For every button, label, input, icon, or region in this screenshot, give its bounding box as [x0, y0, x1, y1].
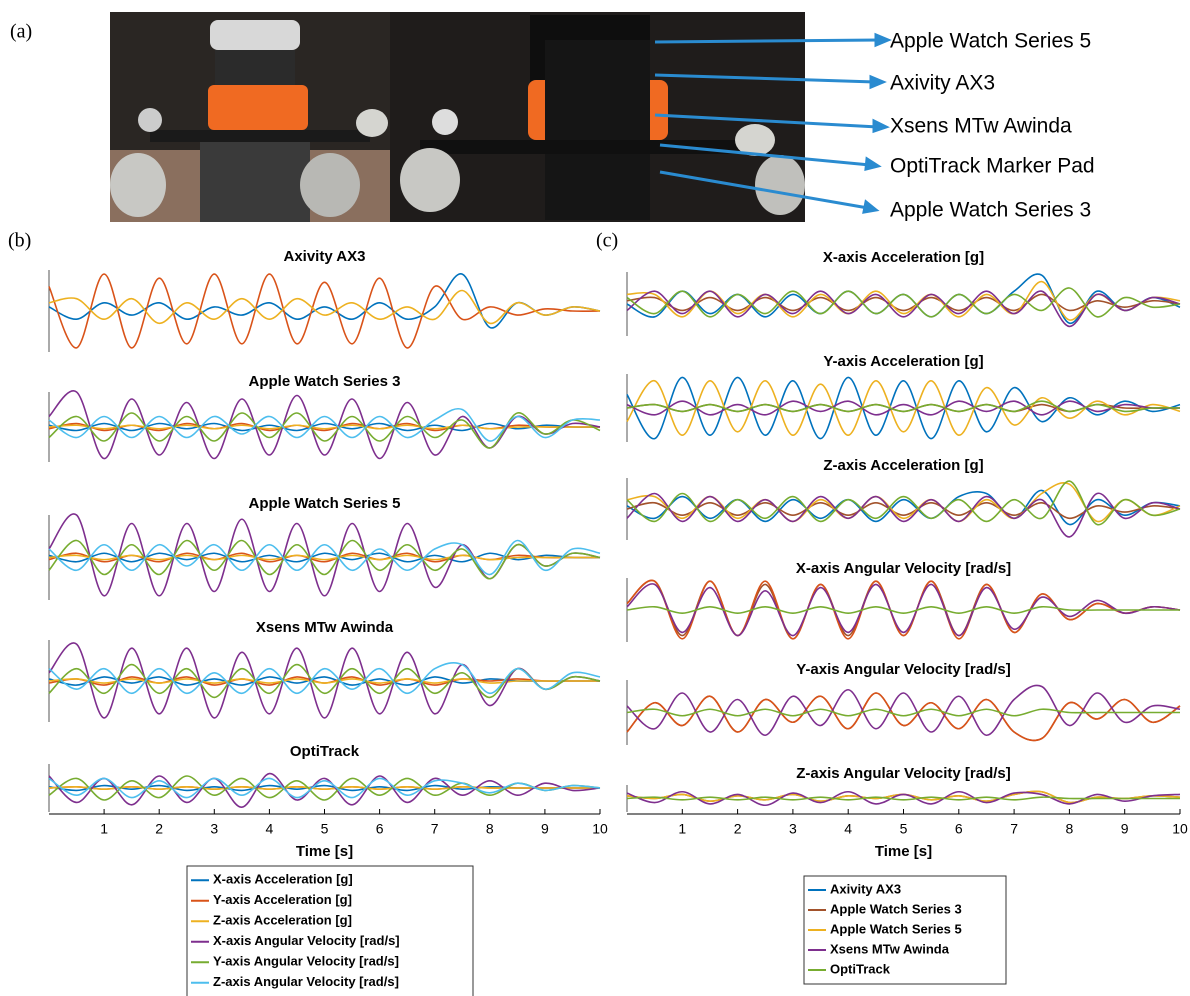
chart-title: X-axis Acceleration [g] — [823, 249, 984, 266]
x-tick-label: 9 — [1121, 821, 1129, 837]
legend-label: OptiTrack — [830, 961, 891, 976]
legend-label: Apple Watch Series 5 — [830, 921, 962, 936]
series-line — [626, 287, 1181, 318]
series-line — [626, 796, 1180, 801]
series-line — [626, 708, 1180, 717]
series-line — [626, 692, 1181, 742]
series-line — [626, 376, 1181, 440]
x-tick-label: 3 — [210, 821, 218, 837]
x-tick-label: 8 — [1066, 821, 1074, 837]
series-line — [48, 772, 601, 808]
series-line — [626, 290, 1181, 328]
photo — [110, 12, 892, 222]
series-line — [626, 583, 1181, 637]
x-tick-label: 3 — [789, 821, 797, 837]
series-line — [626, 492, 1181, 538]
chart-title: Y-axis Acceleration [g] — [823, 353, 983, 370]
legend-label: X-axis Acceleration [g] — [213, 872, 353, 887]
series-line — [48, 554, 600, 561]
legend-label: Z-axis Acceleration [g] — [213, 913, 352, 928]
series-line — [626, 489, 1181, 526]
legend-label: Axivity AX3 — [830, 881, 901, 896]
x-tick-label: 5 — [321, 821, 329, 837]
x-tick-label: 9 — [541, 821, 549, 837]
series-line — [48, 662, 601, 695]
series-line — [48, 390, 601, 460]
x-tick-label: 6 — [376, 821, 384, 837]
series-line — [626, 692, 1181, 742]
x-tick-label: 10 — [592, 821, 608, 837]
legend-box — [186, 865, 474, 996]
x-tick-label: 2 — [734, 821, 742, 837]
series-line — [48, 539, 601, 580]
series-line — [626, 293, 1181, 312]
series-line — [626, 579, 1181, 640]
panel-label: (b) — [8, 230, 31, 252]
legend-box — [803, 875, 1007, 985]
chart-title: Apple Watch Series 3 — [249, 373, 401, 390]
photo-label: Apple Watch Series 5 — [890, 30, 1091, 53]
chart-title: Z-axis Angular Velocity [rad/s] — [796, 765, 1011, 782]
x-tick-label: 7 — [1010, 821, 1018, 837]
legend-label: Z-axis Angular Velocity [rad/s] — [213, 974, 399, 989]
series-line — [48, 642, 601, 719]
series-line — [626, 684, 1181, 737]
x-tick-label: 2 — [155, 821, 163, 837]
chart-title: Xsens MTw Awinda — [256, 619, 394, 636]
legend-label: Y-axis Acceleration [g] — [213, 892, 352, 907]
series-line — [626, 403, 1180, 413]
series-line — [48, 273, 601, 329]
series-line — [626, 501, 1181, 520]
panel-label: (a) — [10, 21, 32, 43]
x-tick-label: 4 — [844, 821, 852, 837]
series-line — [626, 605, 1180, 615]
photo-label: OptiTrack Marker Pad — [890, 155, 1095, 178]
series-line — [626, 480, 1181, 526]
chart-title: X-axis Angular Velocity [rad/s] — [796, 560, 1011, 577]
chart-title: Apple Watch Series 5 — [249, 495, 401, 512]
x-axis-label: Time [s] — [875, 843, 932, 860]
series-line — [626, 379, 1181, 437]
series-line — [626, 400, 1181, 413]
series-line — [48, 777, 601, 799]
x-tick-label: 7 — [431, 821, 439, 837]
x-tick-label: 6 — [955, 821, 963, 837]
x-tick-label: 1 — [678, 821, 686, 837]
panel-label: (c) — [596, 230, 618, 252]
series-line — [48, 676, 600, 686]
legend-label: Apple Watch Series 3 — [830, 901, 962, 916]
x-axis-label: Time [s] — [296, 843, 353, 860]
photo-label: Apple Watch Series 3 — [890, 199, 1091, 222]
legend-label: X-axis Angular Velocity [rad/s] — [213, 933, 400, 948]
chart-title: Z-axis Acceleration [g] — [823, 457, 983, 474]
x-tick-label: 4 — [266, 821, 274, 837]
series-line — [48, 678, 600, 684]
series-line — [48, 785, 600, 791]
series-line — [626, 790, 1181, 807]
series-line — [626, 400, 1181, 416]
chart-title: OptiTrack — [290, 743, 360, 760]
x-tick-label: 5 — [900, 821, 908, 837]
x-tick-label: 8 — [486, 821, 494, 837]
series-line — [48, 289, 601, 325]
x-tick-label: 1 — [100, 821, 108, 837]
series-line — [48, 273, 601, 349]
series-line — [48, 539, 601, 576]
x-tick-label: 10 — [1172, 821, 1188, 837]
chart-title: Y-axis Angular Velocity [rad/s] — [796, 661, 1011, 678]
series-line — [48, 424, 600, 430]
legend-label: Xsens MTw Awinda — [830, 941, 950, 956]
photo-label: Axivity AX3 — [890, 72, 995, 95]
series-line — [48, 407, 601, 442]
chart-title: Axivity AX3 — [284, 248, 366, 265]
photo-label: Xsens MTw Awinda — [890, 115, 1072, 138]
legend-label: Y-axis Angular Velocity [rad/s] — [213, 954, 399, 969]
series-line — [626, 273, 1181, 324]
